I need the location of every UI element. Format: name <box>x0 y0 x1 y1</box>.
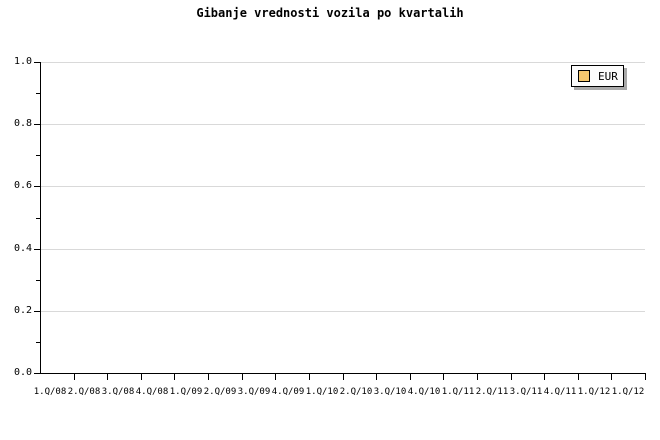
x-axis-tick <box>74 374 75 380</box>
x-axis-tick <box>544 374 545 380</box>
y-axis-minor-tick <box>36 155 40 156</box>
x-axis-tick <box>578 374 579 380</box>
x-axis-tick <box>174 374 175 380</box>
y-gridline <box>41 249 645 250</box>
y-axis-major-tick <box>34 124 40 125</box>
y-axis-tick-label: 0.6 <box>13 180 32 191</box>
y-axis-major-tick <box>34 249 40 250</box>
x-axis-tick <box>511 374 512 380</box>
x-axis <box>40 373 646 374</box>
y-gridline <box>41 124 645 125</box>
y-axis-tick-label: 0.2 <box>13 305 32 316</box>
x-axis-tick <box>107 374 108 380</box>
x-axis-tick-label: 1.Q/10 <box>305 387 339 397</box>
legend-swatch-eur <box>578 70 590 82</box>
x-axis-tick <box>141 374 142 380</box>
x-axis-tick-label: 4.Q/08 <box>135 387 169 397</box>
y-axis-major-tick <box>34 311 40 312</box>
x-axis-tick-label: 2.Q/11 <box>475 387 509 397</box>
x-axis-tick-label: 1.Q/09 <box>169 387 203 397</box>
x-axis-tick <box>611 374 612 380</box>
x-axis-tick <box>242 374 243 380</box>
x-axis-tick-label: 1.Q/11 <box>441 387 475 397</box>
x-axis-tick <box>443 374 444 380</box>
y-axis-tick-label: 1.0 <box>13 56 32 67</box>
x-axis-tick-label: 1.Q/08 <box>33 387 67 397</box>
y-axis-minor-tick <box>36 342 40 343</box>
y-axis-tick-label: 0.0 <box>13 367 32 378</box>
x-axis-tick <box>410 374 411 380</box>
x-axis-tick-label: 4.Q/10 <box>407 387 441 397</box>
y-axis-minor-tick <box>36 280 40 281</box>
y-axis-tick-label: 0.8 <box>13 118 32 129</box>
x-axis-tick-label: 3.Q/11 <box>509 387 543 397</box>
x-axis-tick <box>343 374 344 380</box>
x-axis-tick <box>275 374 276 380</box>
y-axis <box>40 62 41 374</box>
legend: EUR <box>571 65 624 87</box>
x-axis-tick-label: 2.Q/09 <box>203 387 237 397</box>
x-axis-tick <box>645 374 646 380</box>
chart-title: Gibanje vrednosti vozila po kvartalih <box>196 6 464 20</box>
x-axis-tick-label: 1.Q/12 <box>611 387 645 397</box>
x-axis-tick <box>477 374 478 380</box>
x-axis-tick-label: 4.Q/11 <box>543 387 577 397</box>
y-axis-minor-tick <box>36 93 40 94</box>
x-axis-tick-label: 3.Q/08 <box>101 387 135 397</box>
y-gridline <box>41 186 645 187</box>
y-axis-tick-label: 0.4 <box>13 243 32 254</box>
y-axis-major-tick <box>34 186 40 187</box>
x-axis-tick <box>376 374 377 380</box>
x-axis-tick-label: 3.Q/09 <box>237 387 271 397</box>
y-axis-major-tick <box>34 373 40 374</box>
x-axis-tick-label: 3.Q/10 <box>373 387 407 397</box>
x-axis-tick-label: 2.Q/10 <box>339 387 373 397</box>
x-axis-tick-label: 1.Q/12 <box>577 387 611 397</box>
y-gridline <box>41 311 645 312</box>
x-axis-tick <box>309 374 310 380</box>
y-axis-minor-tick <box>36 218 40 219</box>
x-axis-tick <box>208 374 209 380</box>
legend-label: EUR <box>598 69 618 83</box>
x-axis-tick-label: 2.Q/08 <box>67 387 101 397</box>
y-axis-major-tick <box>34 62 40 63</box>
y-gridline <box>41 62 645 63</box>
x-axis-tick-label: 4.Q/09 <box>271 387 305 397</box>
